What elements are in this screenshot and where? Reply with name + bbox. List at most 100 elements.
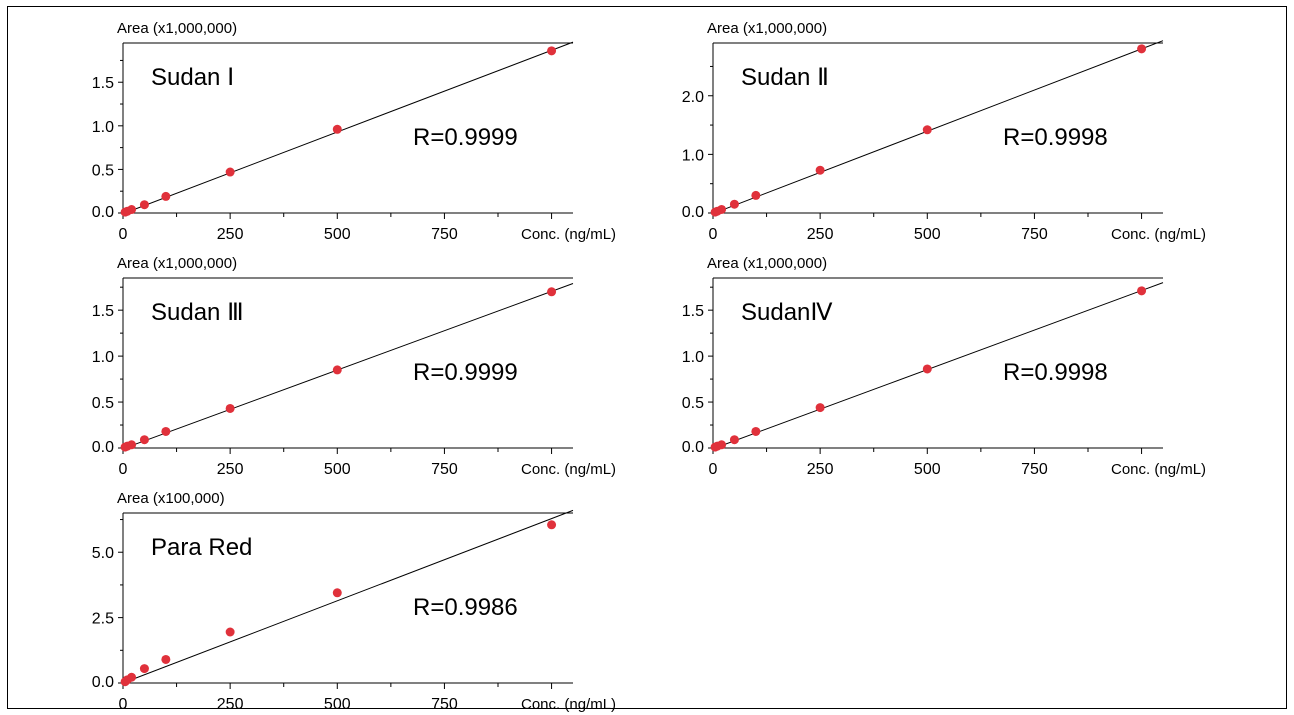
y-axis-label: Area (x1,000,000) (707, 255, 827, 272)
y-tick-label: 2.0 (682, 89, 704, 106)
x-tick-label: 500 (324, 696, 351, 713)
data-point (225, 167, 235, 177)
chart-title: Sudan Ⅰ (151, 64, 234, 91)
data-point (547, 520, 557, 530)
x-tick-label: 750 (431, 226, 458, 243)
data-point (717, 204, 727, 214)
y-tick-label: 0.5 (92, 395, 114, 412)
x-axis-label: Conc. (ng/mL) (521, 226, 616, 243)
data-point (127, 672, 137, 682)
y-tick-label: 1.0 (92, 349, 114, 366)
x-tick-label: 0 (119, 226, 128, 243)
data-point (225, 403, 235, 413)
regression-line (712, 282, 1164, 450)
x-tick-label: 500 (324, 461, 351, 478)
data-point (815, 403, 825, 413)
y-tick-label: 0.0 (682, 204, 704, 221)
regression-line (712, 40, 1164, 215)
data-point (922, 125, 932, 135)
x-axis-label: Conc. (ng/mL) (521, 461, 616, 478)
data-point (161, 654, 171, 664)
chart-sudan-1: Area (x1,000,000) Conc. (ng/mL) 0.0 0.5 1.0 1… (80, 13, 640, 243)
data-point (161, 191, 171, 201)
y-tick-label: 1.5 (92, 75, 114, 92)
data-point (922, 364, 932, 374)
x-tick-label: 500 (324, 226, 351, 243)
x-tick-label: 250 (807, 226, 834, 243)
data-point (139, 435, 149, 445)
y-tick-label: 0.5 (682, 395, 704, 412)
y-tick-label: 0.5 (92, 162, 114, 179)
x-tick-label: 250 (217, 696, 244, 713)
data-point (127, 440, 137, 450)
y-tick-label: 1.5 (92, 303, 114, 320)
data-point (547, 46, 557, 56)
y-tick-label: 5.0 (92, 545, 114, 562)
y-tick-label: 0.0 (92, 439, 114, 456)
x-tick-label: 250 (217, 461, 244, 478)
data-point (127, 205, 137, 215)
data-point (225, 627, 235, 637)
r-value-annotation: R=0.9999 (413, 124, 518, 151)
chart-svg: Area (x1,000,000) Conc. (ng/mL) 0.0 0.5 1.0 1… (682, 255, 1206, 478)
r-value-annotation: R=0.9999 (413, 359, 518, 386)
y-axis-label: Area (x1,000,000) (117, 255, 237, 272)
y-axis-label: Area (x1,000,000) (117, 20, 237, 37)
x-tick-label: 750 (1021, 226, 1048, 243)
chart-title: Sudan Ⅱ (741, 64, 829, 91)
x-tick-label: 0 (709, 461, 718, 478)
r-value-annotation: R=0.9998 (1003, 124, 1108, 151)
chart-sudan-2: Area (x1,000,000) Conc. (ng/mL) 0.0 1.0 2.0 0… (670, 13, 1230, 243)
data-point (332, 588, 342, 598)
regression-line (122, 41, 574, 215)
x-tick-label: 0 (709, 226, 718, 243)
data-point (1137, 286, 1147, 296)
chart-svg: Area (x1,000,000) Conc. (ng/mL) 0.0 0.5 1.0 1… (92, 255, 616, 478)
chart-svg: Area (x100,000) Conc. (ng/mL) 0.0 2.5 5.0 0 25… (92, 490, 616, 713)
chart-sudan-4: Area (x1,000,000) Conc. (ng/mL) 0.0 0.5 1.0 1… (670, 248, 1230, 478)
data-point (729, 435, 739, 445)
x-tick-label: 0 (119, 696, 128, 713)
data-point (717, 440, 727, 450)
chart-svg: Area (x1,000,000) Conc. (ng/mL) 0.0 0.5 1.0 1… (92, 20, 616, 243)
x-tick-label: 500 (914, 226, 941, 243)
x-axis-label: Conc. (ng/mL) (1111, 461, 1206, 478)
x-tick-label: 750 (1021, 461, 1048, 478)
figure-frame (7, 6, 1287, 709)
y-axis-label: Area (x1,000,000) (707, 20, 827, 37)
data-point (729, 199, 739, 209)
r-value-annotation: R=0.9986 (413, 594, 518, 621)
x-tick-label: 250 (807, 461, 834, 478)
x-axis-label: Conc. (ng/mL) (521, 696, 616, 713)
x-tick-label: 750 (431, 696, 458, 713)
data-point (815, 165, 825, 175)
y-tick-label: 2.5 (92, 611, 114, 628)
y-tick-label: 1.0 (682, 147, 704, 164)
data-point (332, 365, 342, 375)
x-axis-label: Conc. (ng/mL) (1111, 226, 1206, 243)
data-point (751, 190, 761, 200)
data-point (139, 664, 149, 674)
data-point (139, 200, 149, 210)
r-value-annotation: R=0.9998 (1003, 359, 1108, 386)
chart-title: Sudan Ⅲ (151, 299, 244, 326)
data-point (161, 426, 171, 436)
y-tick-label: 0.0 (682, 439, 704, 456)
data-point (751, 426, 761, 436)
data-point (547, 287, 557, 297)
chart-sudan-3: Area (x1,000,000) Conc. (ng/mL) 0.0 0.5 1.0 1… (80, 248, 640, 478)
y-tick-label: 0.0 (92, 674, 114, 691)
y-axis-label: Area (x100,000) (117, 490, 225, 507)
data-point (1137, 44, 1147, 54)
chart-para-red: Area (x100,000) Conc. (ng/mL) 0.0 2.5 5.0 0 25… (80, 483, 640, 713)
chart-title: Para Red (151, 534, 252, 561)
y-tick-label: 1.0 (92, 119, 114, 136)
y-tick-label: 0.0 (92, 204, 114, 221)
regression-line (122, 509, 574, 684)
x-tick-label: 0 (119, 461, 128, 478)
data-point (332, 124, 342, 134)
chart-title: SudanⅣ (741, 299, 833, 326)
regression-line (122, 283, 574, 450)
x-tick-label: 250 (217, 226, 244, 243)
y-tick-label: 1.0 (682, 349, 704, 366)
